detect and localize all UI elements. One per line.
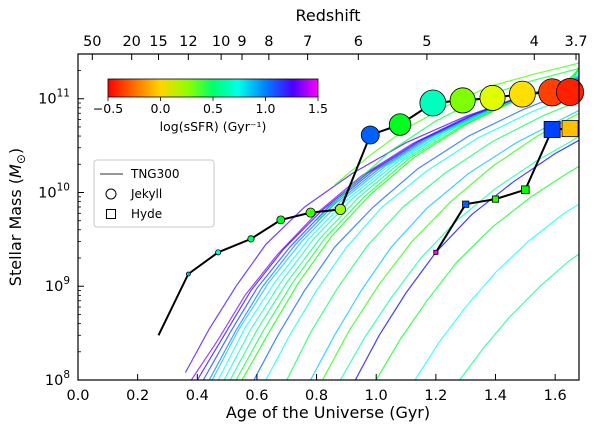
tng300-track-line <box>459 253 579 380</box>
hyde-point <box>491 195 500 203</box>
top-axis-label: Redshift <box>296 6 361 25</box>
colorbar-tick-label: 1.5 <box>308 101 328 116</box>
y-tick-exponent: 9 <box>63 275 70 287</box>
legend-label-jekyll: Jekyll <box>130 187 162 201</box>
hyde-point <box>543 121 561 138</box>
legend-circle-icon <box>105 188 117 200</box>
jekyll-point <box>360 125 380 145</box>
jekyll-point <box>185 271 191 277</box>
legend-square-icon <box>106 209 116 219</box>
colorbar-tick-label: 0.0 <box>151 101 171 116</box>
redshift-tick-label: 5 <box>422 34 431 50</box>
tng300-track-line <box>265 92 579 380</box>
redshift-tick-label: 6 <box>354 34 363 50</box>
y-tick-exponent: 11 <box>57 88 70 100</box>
tng300-track-line <box>286 100 579 380</box>
legend-label-hyde: Hyde <box>131 207 162 221</box>
legend-label-tng300: TNG300 <box>130 167 180 181</box>
y-tick-label: 108 <box>45 369 70 389</box>
y-tick-base: 10 <box>45 373 63 389</box>
redshift-tick-label: 20 <box>122 34 140 50</box>
jekyll-point <box>334 203 347 216</box>
hyde-point <box>561 120 579 138</box>
jekyll-markers <box>185 77 585 277</box>
x-tick-label: 1.6 <box>544 388 567 404</box>
x-tick-label: 0.4 <box>186 388 209 404</box>
y-tick-base: 10 <box>38 92 56 108</box>
colorbar-gradient <box>107 78 319 98</box>
tng300-tracks <box>184 62 579 380</box>
jekyll-point <box>479 84 506 111</box>
legend: TNG300 Jekyll Hyde <box>93 159 215 228</box>
redshift-tick-label: 12 <box>179 34 197 50</box>
y-tick-base: 10 <box>45 279 63 295</box>
jekyll-point <box>215 249 222 256</box>
redshift-tick-label: 8 <box>264 34 273 50</box>
x-tick-label: 0.8 <box>305 388 328 404</box>
y-tick-label: 1010 <box>38 181 70 201</box>
tng300-track-line <box>202 77 579 380</box>
hyde-point <box>521 185 530 194</box>
jekyll-point <box>276 215 286 225</box>
x-tick-label: 1.4 <box>484 388 507 404</box>
redshift-tick-label: 50 <box>83 34 101 50</box>
jekyll-point <box>556 77 585 106</box>
colorbar-tick-label: 1.0 <box>256 101 276 116</box>
x-axis-label: Age of the Universe (Gyr) <box>226 403 430 422</box>
x-tick-label: 1.2 <box>424 388 447 404</box>
y-tick-exponent: 8 <box>63 369 70 381</box>
jekyll-point <box>419 89 447 117</box>
jekyll-point <box>247 235 255 243</box>
redshift-tick-label: 3.7 <box>564 34 587 50</box>
tng300-track-line <box>354 139 579 380</box>
y-tick-exponent: 10 <box>57 181 70 193</box>
colorbar-ticks: −0.5 0.0 0.5 1.0 1.5 <box>93 97 328 116</box>
redshift-tick-label: 10 <box>212 34 230 50</box>
hyde-point <box>462 200 470 208</box>
jekyll-point <box>449 87 476 114</box>
redshift-axis: 50 20 15 12 10 9 8 7 6 5 4 3.7 <box>83 34 588 60</box>
x-tick-label: 1.0 <box>365 388 388 404</box>
colorbar-tick-label: −0.5 <box>93 101 123 116</box>
colorbar-tick-label: 0.5 <box>203 101 223 116</box>
y-tick-label: 109 <box>45 275 70 295</box>
tng300-track-line <box>321 112 579 380</box>
hyde-markers <box>433 120 579 255</box>
jekyll-point <box>305 207 316 218</box>
y-tick-label: 1011 <box>38 88 70 108</box>
colorbar: −0.5 0.0 0.5 1.0 1.5 log(sSFR) (Gyr⁻¹) <box>93 78 328 134</box>
tng300-track-line <box>316 67 579 222</box>
y-tick-base: 10 <box>38 185 56 201</box>
tng300-track-line <box>334 62 579 186</box>
redshift-tick-label: 4 <box>530 34 539 50</box>
x-axis: 0.0 0.2 0.4 0.6 0.8 1.0 1.2 1.4 1.6 <box>66 374 567 404</box>
colorbar-label: log(sSFR) (Gyr⁻¹) <box>160 119 267 134</box>
y-axis-label: Stellar Mass (M⊙) <box>6 148 28 286</box>
jekyll-point <box>388 113 412 136</box>
redshift-tick-label: 7 <box>303 34 312 50</box>
x-tick-label: 0.2 <box>126 388 149 404</box>
redshift-tick-label: 15 <box>149 34 167 50</box>
tng300-track-line <box>375 165 579 380</box>
hyde-point <box>433 249 439 255</box>
jekyll-point <box>508 80 536 108</box>
tng300-track-line <box>414 203 579 380</box>
x-tick-label: 0.0 <box>66 388 89 404</box>
redshift-tick-label: 9 <box>237 34 246 50</box>
plot-frame <box>77 53 580 381</box>
tng300-track-line <box>339 135 579 380</box>
legend-box <box>93 159 215 228</box>
x-tick-label: 0.6 <box>245 388 268 404</box>
